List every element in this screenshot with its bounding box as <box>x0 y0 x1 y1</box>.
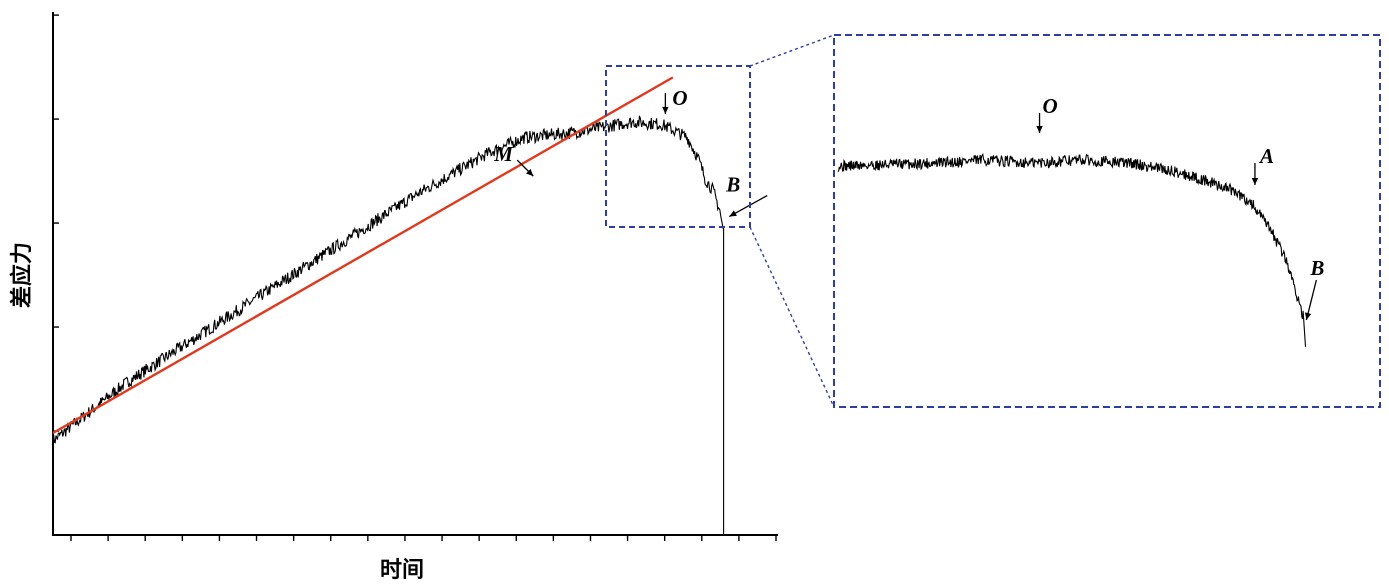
zoom-connector-bottom <box>749 226 835 408</box>
inset-arrow-A <box>1251 163 1259 185</box>
inset-arrow-B <box>1304 279 1318 321</box>
annotation-arrow-M <box>516 159 534 177</box>
fit-line-M <box>52 76 674 435</box>
inset-annotations: O A B <box>1036 94 1324 321</box>
annotation-label-M: M <box>493 142 514 166</box>
inset-frame <box>833 34 1381 408</box>
inset-label-A: A <box>1258 144 1274 168</box>
zoom-source-box <box>605 65 751 228</box>
inset-arrow-O <box>1036 113 1043 133</box>
annotation-label-B: B <box>725 173 740 197</box>
main-ticks <box>53 14 777 541</box>
y-axis-title: 差应力 <box>9 242 35 308</box>
zoom-connector-top <box>749 34 835 67</box>
annotation-arrow-B <box>728 194 768 218</box>
inset-label-B: B <box>1309 256 1324 280</box>
main-signal-line <box>52 114 725 535</box>
inset-label-O: O <box>1043 94 1058 118</box>
x-axis-title: 时间 <box>380 557 424 583</box>
annotation-arrow-O <box>662 92 669 114</box>
main-annotations: M O B <box>493 86 768 218</box>
main-axes <box>52 12 778 536</box>
annotation-label-O: O <box>672 86 687 110</box>
inset-signal-line <box>837 152 1307 347</box>
